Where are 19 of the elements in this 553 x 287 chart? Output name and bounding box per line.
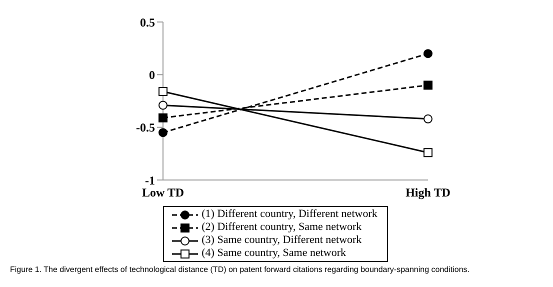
point [424,49,432,58]
y-tick-label: -1 [145,173,155,188]
point [158,87,168,96]
x-tick-label: Low TD [142,186,184,200]
y-tick-label: 0 [149,68,155,82]
point [424,114,432,124]
legend-label: (2) Different country, Same network [202,221,362,234]
legend-label: (3) Same country, Different network [202,234,362,247]
x-tick-label: High TD [406,186,451,200]
legend-label: (4) Same country, Same network [202,247,346,260]
legend-label: (1) Different country, Different network [202,208,378,221]
y-tick-label: 0.5 [140,15,155,30]
point [158,100,168,110]
point [424,148,432,158]
point [424,80,432,90]
point [158,113,168,122]
caption: Figure 1. The divergent effects of technological distance (TD) on patent forward citations regarding boundary-spanning conditions. [10,265,471,274]
point [158,128,168,138]
y-tick-label: -0.5 [136,120,155,135]
